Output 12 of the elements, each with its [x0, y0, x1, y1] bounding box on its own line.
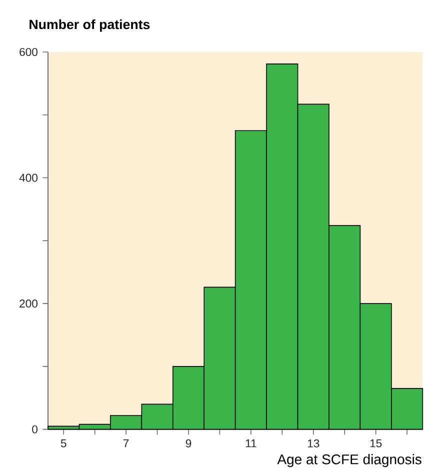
- x-tick-label: 5: [60, 439, 66, 448]
- chart-title: Number of patients: [29, 19, 150, 32]
- x-axis-title: Age at SCFE diagnosis: [277, 454, 422, 468]
- y-tick-label: 400: [19, 174, 38, 182]
- x-tick-label: 11: [246, 439, 256, 448]
- y-tick-label: 600: [19, 48, 38, 56]
- y-tick-label: 0: [32, 425, 38, 434]
- x-tick-label: 15: [370, 439, 382, 448]
- y-tick-label: 200: [19, 300, 38, 308]
- x-tick-label: 13: [308, 439, 319, 448]
- x-tick-label: 9: [186, 439, 191, 448]
- x-tick-label: 7: [123, 439, 128, 448]
